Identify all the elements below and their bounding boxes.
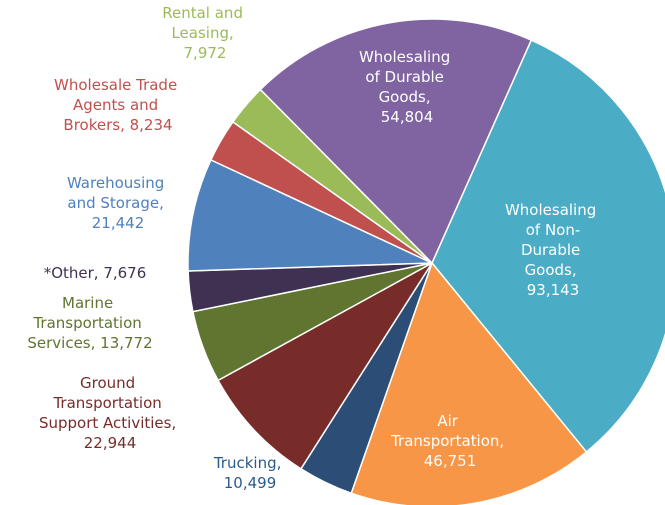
label-line: Trucking, <box>213 454 286 472</box>
label-line: 7,972 <box>184 44 227 62</box>
label-line: Services, 13,772 <box>27 334 152 352</box>
label-line: Air <box>437 412 462 430</box>
label-line: Leasing, <box>171 24 238 42</box>
label-line: Ground <box>80 374 140 392</box>
label-line: Warehousing <box>67 174 169 192</box>
label-line: of Durable <box>365 68 448 86</box>
slice-label: Marine Transportation Services, 13,772 <box>27 294 152 352</box>
slice-label: Air Transportation, 46,751 <box>390 412 509 470</box>
label-line: Agents and <box>73 96 163 114</box>
label-line: Brokers, 8,234 <box>63 116 172 134</box>
label-line: Wholesaling <box>505 201 601 219</box>
label-line: Transportation, <box>390 432 509 450</box>
slice-label: Trucking, 10,499 <box>213 454 286 492</box>
label-line: 22,944 <box>84 434 137 452</box>
label-line: 46,751 <box>424 452 477 470</box>
label-line: Support Activities, <box>39 414 181 432</box>
slice-label: Warehousing and Storage, 21,442 <box>67 174 169 232</box>
label-line: 10,499 <box>224 474 277 492</box>
pie-slice <box>187 158 433 272</box>
pie-slice <box>431 39 665 453</box>
label-line: Goods, <box>379 88 436 106</box>
pie-slice <box>350 261 588 505</box>
slice-label: Wholesaling of Durable Goods, 54,804 <box>359 48 455 126</box>
label-line: 93,143 <box>527 281 580 299</box>
label-line: Transportation <box>52 394 166 412</box>
label-line: Transportation <box>32 314 146 332</box>
label-line: Wholesaling <box>359 48 455 66</box>
slice-label: Wholesale Trade Agents and Brokers, 8,23… <box>54 76 182 134</box>
slice-label: Rental and Leasing, 7,972 <box>162 4 247 62</box>
label-line: Goods, <box>525 261 582 279</box>
pie-slice <box>217 262 433 470</box>
label-line: Marine <box>62 294 118 312</box>
label-line: Durable <box>521 241 585 259</box>
label-line: and Storage, <box>67 194 168 212</box>
label-line: *Other, 7,676 <box>44 264 147 282</box>
slice-label: Ground Transportation Support Activities… <box>39 374 181 452</box>
label-line: Wholesale Trade <box>54 76 182 94</box>
slice-label: Wholesaling of Non- Durable Goods, 93,143 <box>505 201 601 299</box>
label-line: Rental and <box>162 4 247 22</box>
label-line: 54,804 <box>381 108 434 126</box>
slice-label: *Other, 7,676 <box>44 264 147 282</box>
label-line: of Non- <box>526 221 581 239</box>
pie-slice <box>259 18 533 265</box>
label-line: 21,442 <box>92 214 145 232</box>
